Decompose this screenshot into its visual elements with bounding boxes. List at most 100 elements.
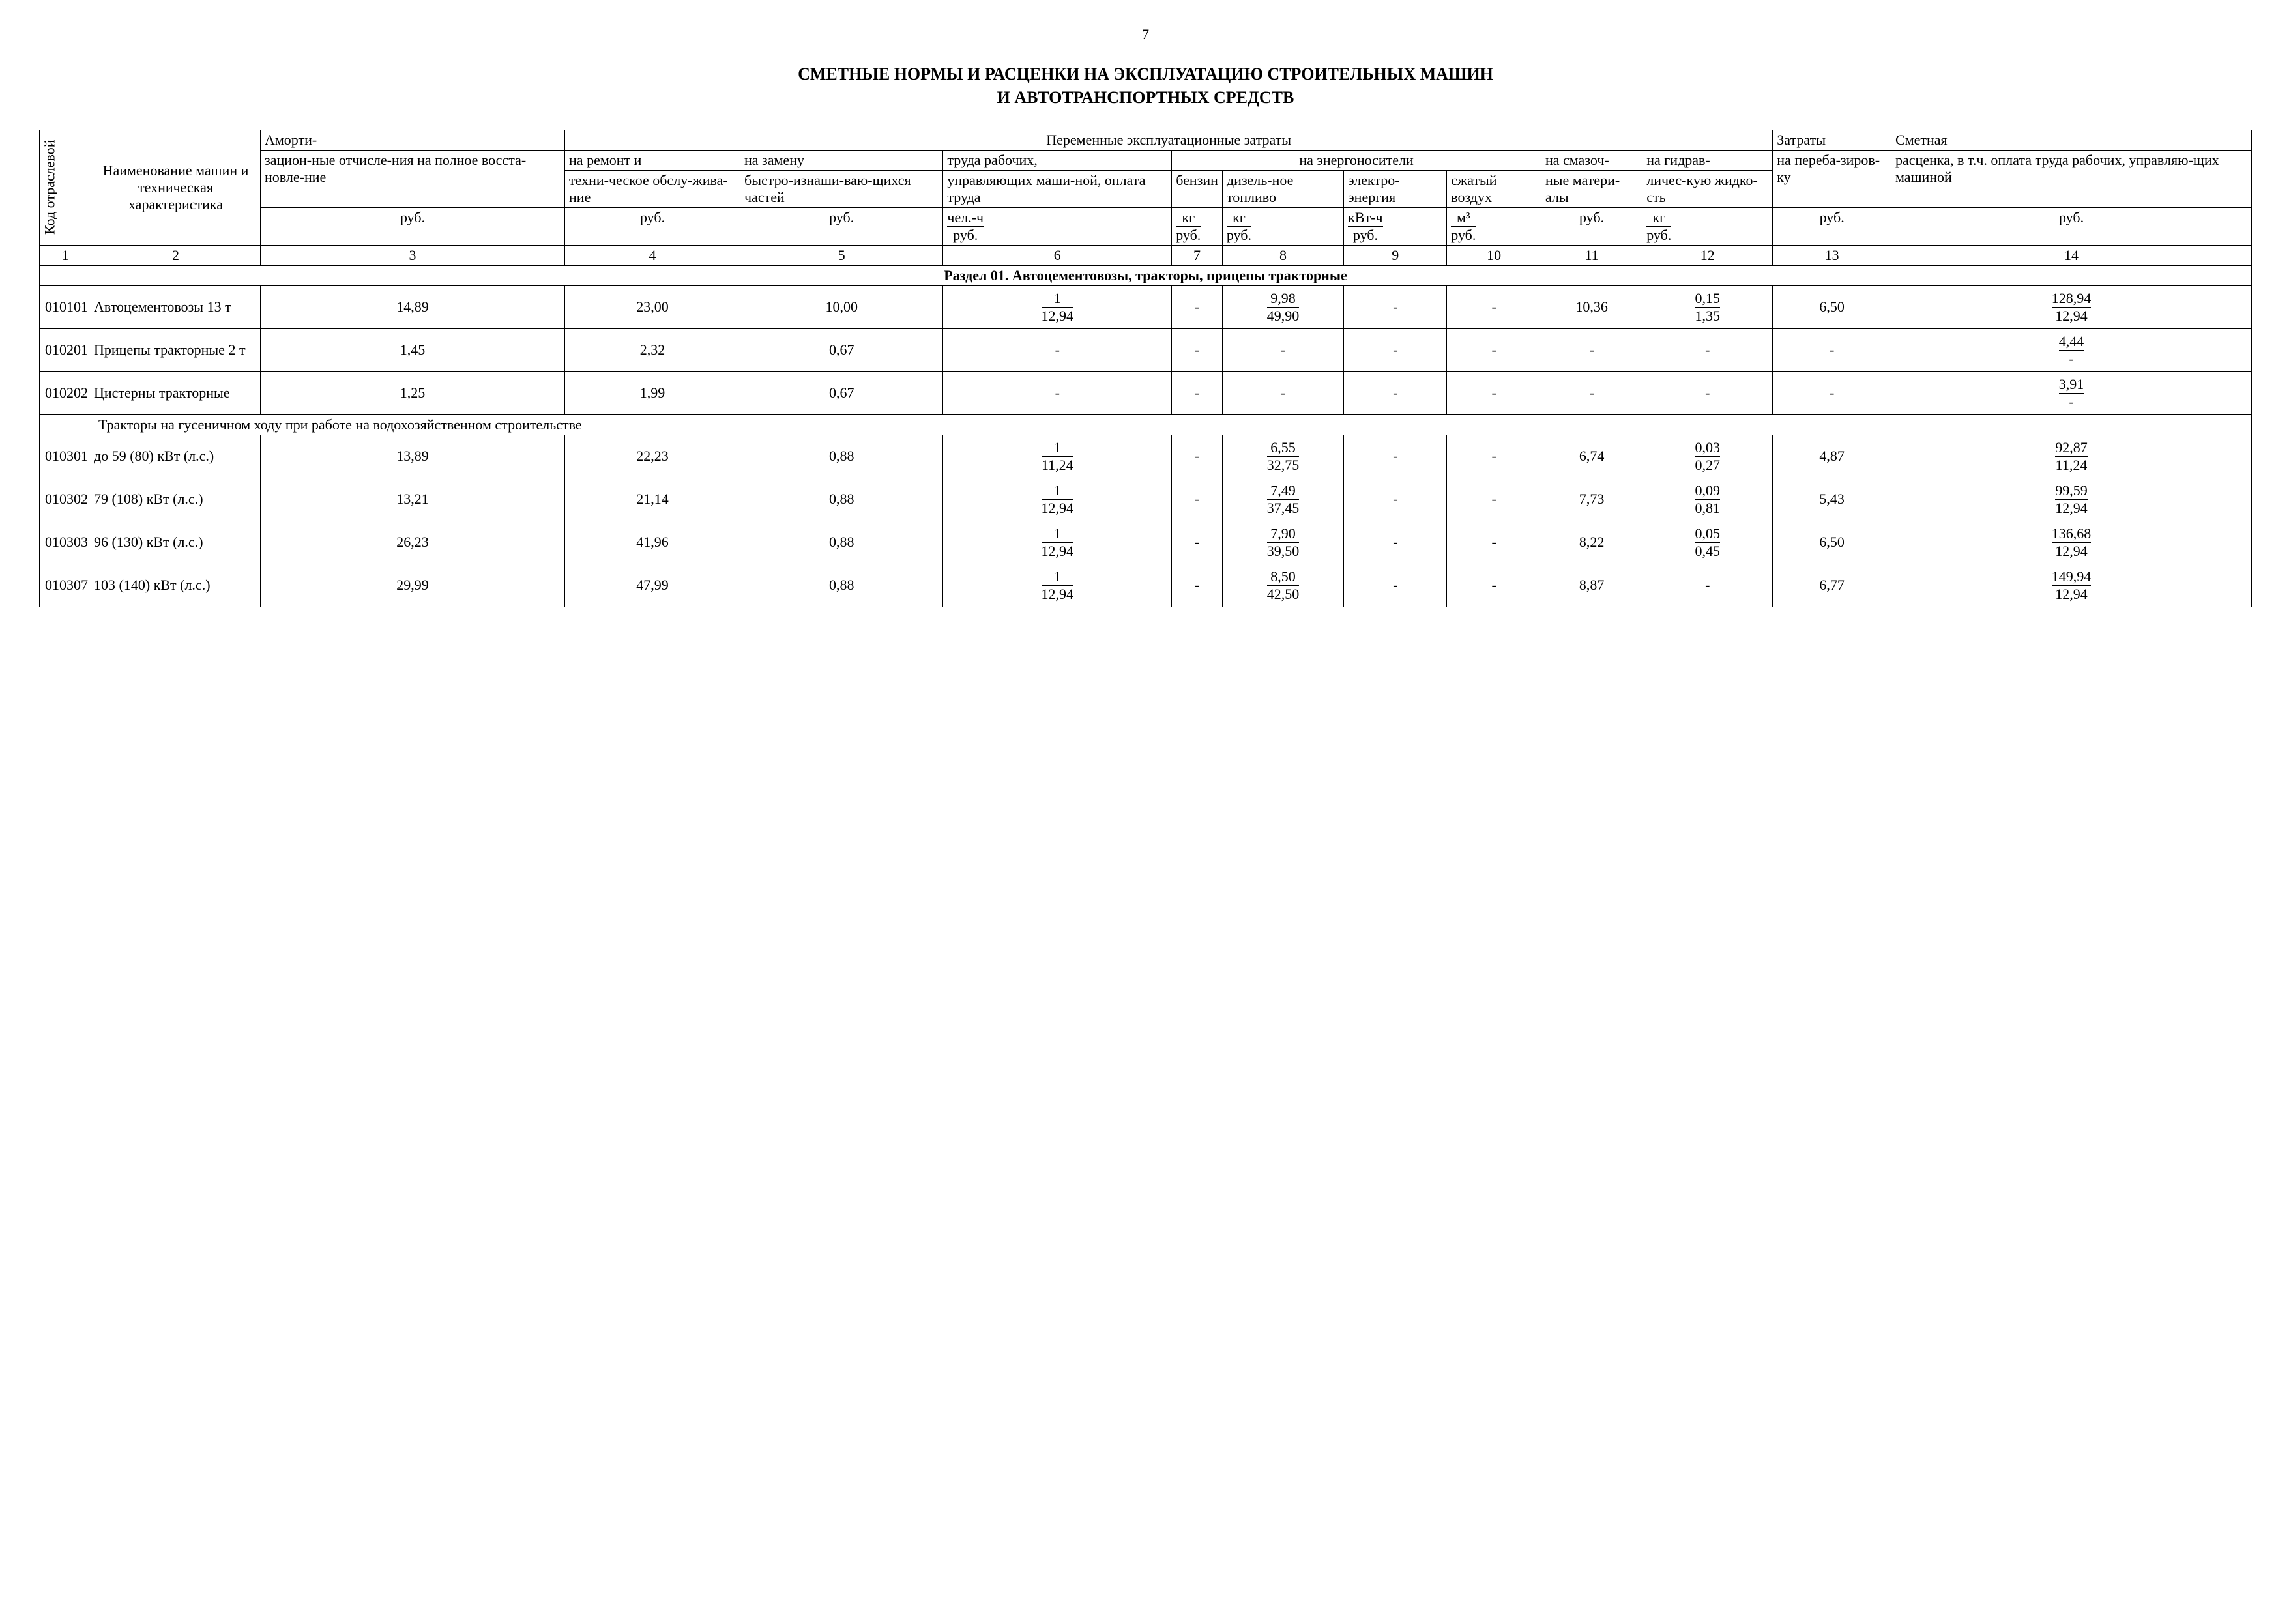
colnum: 6 xyxy=(943,245,1172,265)
cell-c6: 112,94 xyxy=(943,478,1172,521)
unit-c14: руб. xyxy=(1891,207,2252,245)
cell-c3: 13,89 xyxy=(261,435,565,478)
cell-code: 010202 xyxy=(40,371,91,414)
cell-c14: 128,9412,94 xyxy=(1891,285,2252,328)
unit-c7-bot: руб. xyxy=(1176,227,1201,244)
colnum: 10 xyxy=(1447,245,1541,265)
col-header-c7: бензин xyxy=(1172,170,1223,207)
cell-c12: 0,090,81 xyxy=(1642,478,1773,521)
cell-c3: 1,25 xyxy=(261,371,565,414)
cell-c7: - xyxy=(1172,564,1223,607)
cell-c3: 13,21 xyxy=(261,478,565,521)
cell-c11: 6,74 xyxy=(1541,435,1642,478)
cell-c12: - xyxy=(1642,371,1773,414)
section-header: Раздел 01. Автоцементовозы, тракторы, пр… xyxy=(40,265,2252,285)
unit-c6-bot: руб. xyxy=(947,227,984,244)
cell-c7: - xyxy=(1172,521,1223,564)
cell-c6: 112,94 xyxy=(943,285,1172,328)
unit-c13: руб. xyxy=(1773,207,1891,245)
cell-c8: 6,5532,75 xyxy=(1222,435,1343,478)
unit-c12: кгруб. xyxy=(1642,207,1773,245)
cell-c7: - xyxy=(1172,478,1223,521)
unit-c9-bot: руб. xyxy=(1348,227,1382,244)
unit-c5: руб. xyxy=(740,207,943,245)
colnum: 9 xyxy=(1344,245,1447,265)
page-number: 7 xyxy=(39,26,2252,43)
cell-code: 010302 xyxy=(40,478,91,521)
cell-c11: 8,87 xyxy=(1541,564,1642,607)
cell-c12: - xyxy=(1642,328,1773,371)
colnum: 3 xyxy=(261,245,565,265)
table-row: 010201Прицепы тракторные 2 т1,452,320,67… xyxy=(40,328,2252,371)
cell-c5: 0,67 xyxy=(740,328,943,371)
cell-c9: - xyxy=(1344,371,1447,414)
unit-c11: руб. xyxy=(1541,207,1642,245)
col-header-name: Наименование машин и техническая характе… xyxy=(91,130,261,245)
col-header-c12-top: на гидрав- xyxy=(1642,150,1773,170)
cell-c5: 0,88 xyxy=(740,478,943,521)
cell-c13: - xyxy=(1773,328,1891,371)
col-header-c10: сжатый воздух xyxy=(1447,170,1541,207)
cell-c13: 6,50 xyxy=(1773,521,1891,564)
cell-c10: - xyxy=(1447,564,1541,607)
unit-c8-top: кг xyxy=(1227,209,1251,227)
title-line-1: СМЕТНЫЕ НОРМЫ И РАСЦЕНКИ НА ЭКСПЛУАТАЦИЮ… xyxy=(798,65,1493,83)
unit-c7: кгруб. xyxy=(1172,207,1223,245)
col-header-amort-top: Аморти- xyxy=(261,130,565,150)
table-row: 01030279 (108) кВт (л.с.)13,2121,140,881… xyxy=(40,478,2252,521)
cell-c9: - xyxy=(1344,328,1447,371)
unit-c10-top: м³ xyxy=(1451,209,1476,227)
cell-c14: 4,44- xyxy=(1891,328,2252,371)
col-header-c5-top: на замену xyxy=(740,150,943,170)
cell-name: 96 (130) кВт (л.с.) xyxy=(91,521,261,564)
cell-c10: - xyxy=(1447,521,1541,564)
unit-c10: м³руб. xyxy=(1447,207,1541,245)
cell-c3: 29,99 xyxy=(261,564,565,607)
table-row: 01030396 (130) кВт (л.с.)26,2341,960,881… xyxy=(40,521,2252,564)
col-header-c4-top: на ремонт и xyxy=(565,150,740,170)
table-row: 010101Автоцементовозы 13 т14,8923,0010,0… xyxy=(40,285,2252,328)
cell-c13: 5,43 xyxy=(1773,478,1891,521)
cell-c5: 0,67 xyxy=(740,371,943,414)
col-header-c12: личес-кую жидко-сть xyxy=(1642,170,1773,207)
cell-c6: - xyxy=(943,371,1172,414)
cell-c11: - xyxy=(1541,371,1642,414)
cell-c5: 0,88 xyxy=(740,435,943,478)
cell-c13: - xyxy=(1773,371,1891,414)
table-row: 010202Цистерны тракторные1,251,990,67---… xyxy=(40,371,2252,414)
cell-name: до 59 (80) кВт (л.с.) xyxy=(91,435,261,478)
unit-c8: кгруб. xyxy=(1222,207,1343,245)
cell-c10: - xyxy=(1447,285,1541,328)
cell-c7: - xyxy=(1172,328,1223,371)
col-header-c11-top: на смазоч- xyxy=(1541,150,1642,170)
cell-c14: 149,9412,94 xyxy=(1891,564,2252,607)
colnum: 11 xyxy=(1541,245,1642,265)
cell-c9: - xyxy=(1344,285,1447,328)
unit-c3: руб. xyxy=(261,207,565,245)
col-header-var-costs: Переменные эксплуатационные затраты xyxy=(565,130,1773,150)
cell-name: Цистерны тракторные xyxy=(91,371,261,414)
cell-code: 010307 xyxy=(40,564,91,607)
cell-c5: 0,88 xyxy=(740,521,943,564)
cell-c13: 4,87 xyxy=(1773,435,1891,478)
colnum: 12 xyxy=(1642,245,1773,265)
colnum: 13 xyxy=(1773,245,1891,265)
col-header-energy: на энергоносители xyxy=(1172,150,1541,170)
unit-c8-bot: руб. xyxy=(1227,227,1251,244)
cell-name: Прицепы тракторные 2 т xyxy=(91,328,261,371)
cell-c6: 111,24 xyxy=(943,435,1172,478)
col-header-c6-top: труда рабочих, xyxy=(943,150,1172,170)
unit-c7-top: кг xyxy=(1176,209,1201,227)
cell-c8: - xyxy=(1222,371,1343,414)
cell-c4: 41,96 xyxy=(565,521,740,564)
cell-c4: 21,14 xyxy=(565,478,740,521)
cell-c13: 6,50 xyxy=(1773,285,1891,328)
col-header-c13-top: Затраты xyxy=(1773,130,1891,150)
col-header-c8: дизель-ное топливо xyxy=(1222,170,1343,207)
cell-code: 010303 xyxy=(40,521,91,564)
cell-c11: 7,73 xyxy=(1541,478,1642,521)
cell-c3: 14,89 xyxy=(261,285,565,328)
unit-c9-top: кВт-ч xyxy=(1348,209,1382,227)
table-row: 010307103 (140) кВт (л.с.)29,9947,990,88… xyxy=(40,564,2252,607)
cell-c10: - xyxy=(1447,478,1541,521)
